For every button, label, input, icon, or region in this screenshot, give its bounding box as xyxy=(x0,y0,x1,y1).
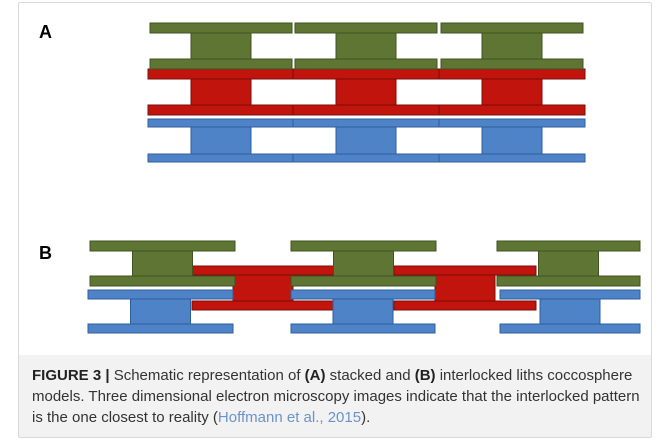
red-lith-a2-bottom-shield xyxy=(292,104,440,116)
blue-lith-a1-bottom-shield xyxy=(147,153,295,163)
figure-caption: FIGURE 3 | Schematic representation of (… xyxy=(32,365,647,428)
green-lith-b1-bottom-shield xyxy=(89,275,236,287)
green-lith-a1-top-shield xyxy=(149,22,293,34)
blue-lith-a3-bottom-shield xyxy=(438,153,586,163)
blue-lith-b3-top-shield xyxy=(499,289,641,300)
red-lith-b1-top-shield xyxy=(191,265,335,276)
red-lith-b2-bottom-shield xyxy=(393,300,537,311)
blue-lith-b3-stem xyxy=(539,297,601,326)
red-lith-a2-top-shield xyxy=(292,68,440,80)
blue-lith-a1-top-shield xyxy=(147,118,295,128)
red-lith-a3-stem xyxy=(481,77,543,107)
blue-lith-b1-bottom-shield xyxy=(87,323,234,334)
green-lith-a2-bottom-shield xyxy=(294,58,438,70)
caption-text-4: ). xyxy=(361,409,371,426)
blue-lith-b1-top-shield xyxy=(87,289,234,300)
green-lith-a1-stem xyxy=(190,31,252,61)
green-lith-b1-stem xyxy=(132,249,193,278)
red-lith-b1-bottom-shield xyxy=(191,300,335,311)
caption-text-3: interlocked liths coccosphere models. Th… xyxy=(32,367,640,426)
blue-lith-b2-top-shield xyxy=(290,289,436,300)
blue-lith-a1-stem xyxy=(190,125,252,156)
blue-lith-b2-bottom-shield xyxy=(290,323,436,334)
panel-a-reference: (A) xyxy=(304,367,326,384)
green-lith-b2-bottom-shield xyxy=(290,275,437,287)
green-lith-b3-bottom-shield xyxy=(496,275,641,287)
caption-text-1: Schematic representation of xyxy=(109,367,305,384)
blue-lith-a3-top-shield xyxy=(438,118,586,128)
green-lith-b3-stem xyxy=(538,249,599,278)
red-lith-a3-bottom-shield xyxy=(438,104,586,116)
green-lith-b3-top-shield xyxy=(496,240,641,252)
red-lith-a1-bottom-shield xyxy=(147,104,295,116)
panel-b-interlocked-model xyxy=(87,240,641,334)
green-lith-a3-stem xyxy=(481,31,543,61)
green-lith-b2-stem xyxy=(333,249,394,278)
blue-lith-a3-stem xyxy=(481,125,543,156)
green-lith-b2-top-shield xyxy=(290,240,437,252)
blue-lith-a2-bottom-shield xyxy=(292,153,440,163)
red-lith-a1-stem xyxy=(190,77,252,107)
red-lith-a1-top-shield xyxy=(147,68,295,80)
green-lith-b1-top-shield xyxy=(89,240,236,252)
red-lith-a2-stem xyxy=(335,77,397,107)
green-lith-a2-top-shield xyxy=(294,22,438,34)
blue-lith-a2-stem xyxy=(335,125,397,156)
red-lith-a3-top-shield xyxy=(438,68,586,80)
blue-lith-b1-stem xyxy=(130,297,191,326)
blue-lith-b3-bottom-shield xyxy=(499,323,641,334)
panel-a-stacked-model xyxy=(147,22,586,163)
caption-background xyxy=(19,355,651,437)
green-lith-a1-bottom-shield xyxy=(149,58,293,70)
panel-b-reference: (B) xyxy=(414,367,436,384)
blue-lith-a2-top-shield xyxy=(292,118,440,128)
green-lith-a3-bottom-shield xyxy=(440,58,584,70)
panel-b-label: B xyxy=(39,243,52,263)
green-lith-a2-stem xyxy=(335,31,397,61)
blue-lith-b2-stem xyxy=(332,297,394,326)
red-lith-b2-top-shield xyxy=(393,265,537,276)
green-lith-a3-top-shield xyxy=(440,22,584,34)
citation-link[interactable]: Hoffmann et al., 2015 xyxy=(217,409,362,426)
figure-label: FIGURE 3 | xyxy=(32,367,110,384)
panel-a-label: A xyxy=(39,22,52,42)
red-lith-b2-stem xyxy=(434,273,496,303)
caption-text-2: stacked and xyxy=(325,367,415,384)
red-lith-b1-stem xyxy=(232,273,294,303)
